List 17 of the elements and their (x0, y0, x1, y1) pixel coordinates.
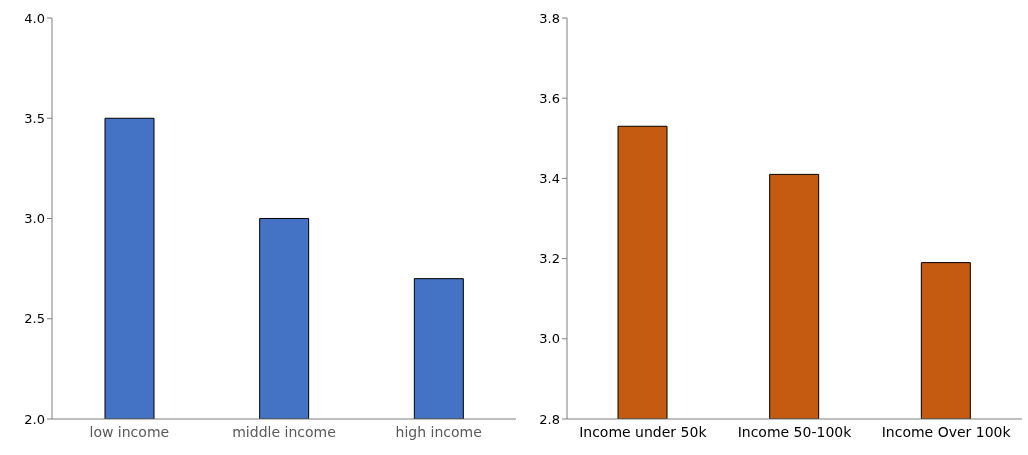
x-tick-label: low income (89, 423, 170, 440)
x-tick-label: Income 50-100k (737, 423, 853, 440)
y-tick-label: 2.8 (539, 411, 560, 427)
x-tick-label: Income Over 100k (881, 423, 1012, 440)
y-tick-label: 3.4 (539, 171, 560, 187)
x-tick-label: Income under 50k (579, 423, 708, 440)
y-tick-label: 3.0 (24, 211, 45, 227)
x-tick-label: middle income (232, 423, 336, 440)
y-tick-label: 2.5 (24, 311, 45, 327)
y-tick-label: 3.2 (539, 251, 560, 267)
y-tick-label: 3.6 (539, 90, 560, 106)
y-tick-label: 3.5 (24, 110, 45, 126)
y-tick-label: 2.0 (24, 411, 45, 427)
y-tick-label: 3.8 (539, 10, 560, 26)
x-tick-label: high income (395, 423, 482, 440)
y-tick-label: 4.0 (24, 10, 45, 26)
y-tick-label: 3.0 (539, 331, 560, 347)
